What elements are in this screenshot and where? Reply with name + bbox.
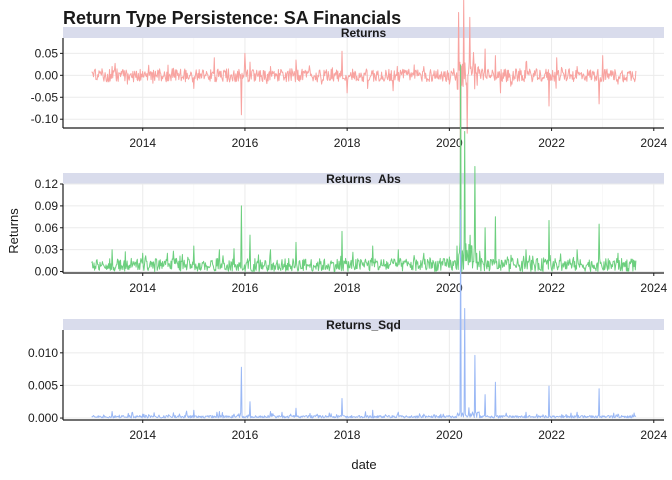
x-tick-label: 2022: [538, 281, 565, 295]
x-tick-label: 2024: [640, 281, 667, 295]
x-tick-label: 2022: [538, 428, 565, 442]
y-tick-label: 0.05: [35, 46, 59, 60]
y-tick-label: 0.12: [35, 177, 59, 191]
x-tick-label: 2024: [640, 428, 667, 442]
x-tick-label: 2014: [129, 428, 156, 442]
series-line: [91, 209, 637, 419]
panel-1: Returns_Abs 0.00 0.03 0.06 0.09 0.12 2014 2016 2…: [35, 64, 667, 295]
y-tick-label: 0.06: [35, 221, 59, 235]
x-tick-label: 2016: [232, 281, 259, 295]
x-tick-label: 2014: [129, 281, 156, 295]
x-tick-label: 2020: [436, 281, 463, 295]
x-tick-label: 2022: [538, 136, 565, 150]
facet-strip: [63, 27, 664, 38]
y-tick-label: 0.09: [35, 199, 59, 213]
y-tick-label: 0.03: [35, 243, 59, 257]
facet-strip: [63, 173, 664, 184]
y-tick-label: 0.005: [28, 378, 58, 392]
series-line: [91, 0, 637, 192]
x-tick-label: 2020: [436, 428, 463, 442]
facet-strip: [63, 319, 664, 330]
y-axis-title: Returns: [6, 208, 21, 254]
x-tick-label: 2018: [334, 428, 361, 442]
x-tick-label: 2018: [334, 136, 361, 150]
x-tick-label: 2018: [334, 281, 361, 295]
x-axis-title: date: [351, 457, 376, 472]
chart-title: Return Type Persistence: SA Financials: [63, 8, 401, 28]
facet-strip-label: Returns: [341, 26, 387, 40]
series-line: [91, 64, 637, 272]
y-tick-label: -0.05: [31, 90, 59, 104]
y-tick-label: 0.00: [35, 68, 59, 82]
y-tick-label: 0.010: [28, 346, 58, 360]
y-tick-label: 0.000: [28, 411, 58, 425]
facet-strip-label: Returns_Sqd: [326, 318, 401, 332]
x-tick-label: 2014: [129, 136, 156, 150]
facet-strip-label: Returns_Abs: [326, 172, 401, 186]
x-tick-label: 2016: [232, 136, 259, 150]
panels: Returns 0.05 0.00 -0.05 -0.10 2014 2016 2018 202…: [28, 0, 667, 442]
x-tick-label: 2024: [640, 136, 667, 150]
y-tick-label: 0.00: [35, 265, 59, 279]
panel-0: Returns 0.05 0.00 -0.05 -0.10 2014 2016 2018 202…: [31, 0, 667, 192]
panel-2: Returns_Sqd 0.000 0.005 0.010 2014 2016 2018 20…: [28, 209, 667, 442]
x-tick-label: 2020: [436, 136, 463, 150]
y-tick-label: -0.10: [31, 112, 59, 126]
x-tick-label: 2016: [232, 428, 259, 442]
